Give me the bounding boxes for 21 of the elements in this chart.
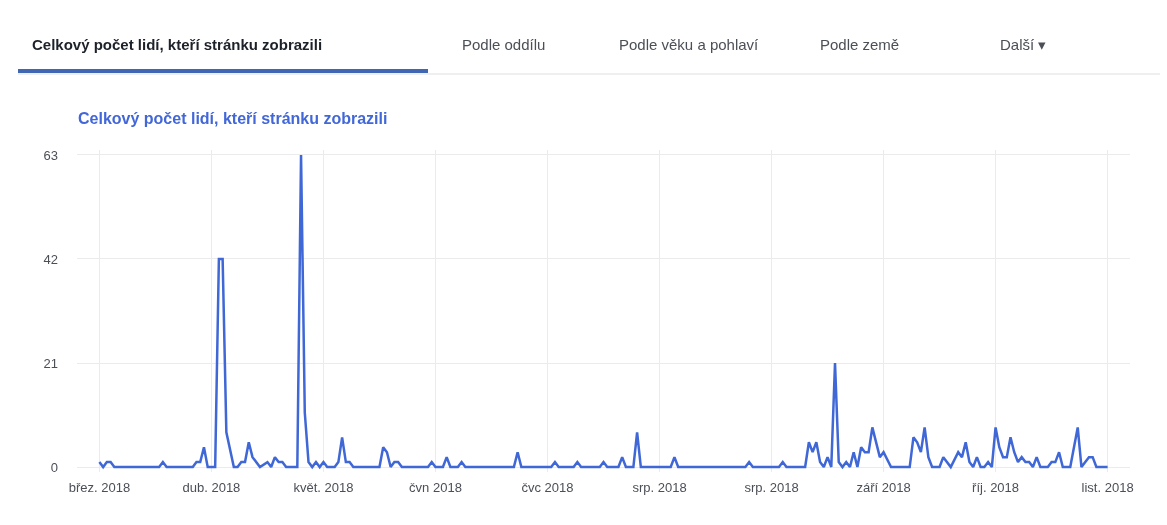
x-tick-label: září 2018	[856, 480, 911, 495]
y-tick-label: 63	[43, 147, 58, 163]
x-tick-label: list. 2018	[1081, 480, 1134, 495]
chart-title: Celkový počet lidí, kteří stránku zobrazili	[78, 109, 388, 127]
x-tick-label: dub. 2018	[182, 480, 241, 495]
text: Další ▾	[1000, 36, 1047, 53]
x-tick-label: břez. 2018	[68, 480, 131, 495]
x-tick-label: říj. 2018	[972, 480, 1020, 495]
x-tick-label: čvc 2018	[521, 480, 574, 495]
y-tick-label: 42	[43, 251, 58, 267]
y-tick-label: 0	[50, 459, 58, 475]
x-tick-label: květ. 2018	[293, 480, 354, 495]
x-tick-label: srp. 2018	[744, 480, 799, 495]
text: Celkový počet lidí, kteří stránku zobrazili	[32, 36, 323, 53]
text: Podle oddílu	[462, 36, 546, 53]
y-tick-label: 21	[43, 355, 58, 371]
x-tick-label: srp. 2018	[632, 480, 687, 495]
x-tick-label: čvn 2018	[409, 480, 462, 495]
line-series	[98, 153, 1109, 469]
text: Podle věku a pohlaví	[619, 36, 760, 53]
text: Podle země	[820, 36, 900, 53]
